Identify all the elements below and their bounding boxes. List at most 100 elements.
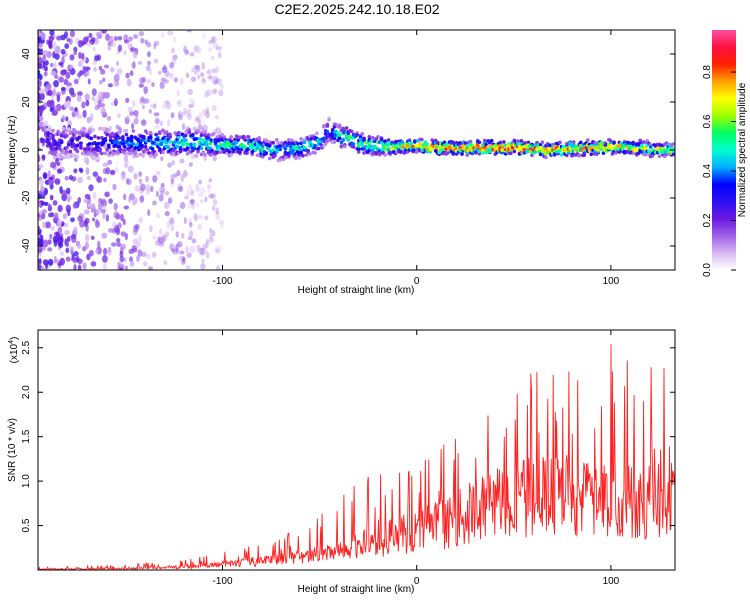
snr-y-label: SNR (10 * v/v) [7,418,18,482]
spectrogram-scatter-mark [169,243,175,251]
spectrogram-scatter-mark [207,186,211,193]
spectrogram-scatter-mark [104,191,110,198]
spectrogram-scatter-mark [124,265,129,270]
spectrogram-scatter-mark [52,200,58,206]
spectrogram-scatter-mark [176,240,183,248]
spectrogram-scatter-mark [133,34,139,39]
spectrogram-scatter-mark [201,78,206,83]
snr-x-ticks: -100 0 100 [212,330,620,587]
spectrogram-scatter-mark [138,235,142,243]
spectrogram-scatter-mark [42,172,48,179]
spectrogram-scatter-mark [66,82,72,87]
spectrogram-scatter-mark [202,122,206,127]
spectrogram-band-mark [465,153,470,157]
spectrogram-band-mark [122,145,127,149]
spectrogram-band-mark [224,145,228,149]
spectrogram-band-mark [206,133,211,137]
spectrogram-scatter-mark [141,151,145,159]
spectrogram-band-mark [325,129,330,134]
spectrogram-band-mark [245,151,249,155]
spectrogram-scatter-mark [52,41,57,50]
spectrogram-band-mark [409,141,414,146]
spectrogram-band-mark [96,156,101,161]
spectrogram-band-mark [212,132,216,136]
spectrogram-scatter-mark [113,36,119,41]
spectrogram-scatter-mark [201,124,208,132]
spectrogram-scatter-mark [59,233,64,238]
spectrogram-scatter-mark [38,231,41,236]
spectrogram-band-mark [538,152,543,157]
spectrogram-scatter-mark [94,104,100,111]
spectrogram-scatter-mark [44,60,49,66]
spectrogram-band-mark [192,142,197,147]
spectrogram-scatter-mark [175,242,182,247]
spectrogram-band-mark [194,153,199,158]
spectrogram-band-mark [474,151,478,155]
spectrogram-band-mark [648,145,653,149]
spectrogram-band-mark [484,150,489,155]
spectrogram-band-mark [178,149,183,154]
spectrogram-scatter-mark [47,203,52,210]
spectrogram-scatter-mark [215,66,219,74]
spectrogram-scatter-mark [73,251,79,257]
spectrogram-scatter-mark [117,36,123,41]
spectrogram-scatter-mark [195,116,201,121]
spectrogram-scatter-mark [146,42,152,48]
spectrogram-scatter-mark [156,213,160,219]
spectrogram-scatter-mark [153,112,160,117]
spectrogram-band-mark [390,147,394,152]
spectrogram-scatter-mark [66,197,71,203]
spectrogram-band-mark [56,143,60,147]
spectrogram-band-mark [538,145,543,150]
figure-title: C2E2.2025.242.10.18.E02 [274,1,439,17]
spectrogram-band-mark [166,145,171,149]
spectrogram-band-mark [110,131,115,136]
spectrogram-y-tick-label: -20 [21,190,32,205]
spectrogram-band-mark [191,133,195,138]
spectrogram-scatter-mark [213,199,218,206]
spectrogram-scatter-mark [43,71,48,77]
spectrogram-band-mark [264,151,269,155]
spectrogram-band-mark [227,150,232,154]
spectrogram-scatter-mark [100,107,107,116]
spectrogram-band-mark [161,150,165,155]
spectrogram-scatter-mark [170,225,175,232]
spectrogram-scatter-mark [123,205,130,210]
spectrogram-scatter-mark [105,167,111,175]
spectrogram-scatter-mark [181,123,186,131]
spectrogram-band-mark [173,140,178,144]
spectrogram-scatter-mark [116,213,121,220]
spectrogram-scatter-mark [215,212,221,220]
spectrogram-band-mark [133,151,137,156]
colorbar-tick-label: 0.6 [702,114,713,128]
spectrogram-scatter-mark [209,76,215,83]
spectrogram-scatter-mark [183,169,188,178]
spectrogram-band-mark [591,140,595,144]
spectrogram-scatter-mark [148,109,152,114]
spectrogram-band-mark [75,149,80,154]
spectrogram-scatter-mark [38,62,42,70]
spectrogram-scatter-mark [38,74,43,81]
spectrogram-band-mark [135,154,139,158]
spectrogram-band-mark [325,139,330,143]
spectrogram-scatter-mark [98,197,103,204]
spectrogram-band-mark [73,129,78,134]
spectrogram-band-mark [131,142,136,146]
spectrogram-scatter-mark [152,200,157,206]
spectrogram-scatter-mark [65,241,70,248]
spectrogram-scatter-mark [97,240,101,249]
spectrogram-band-mark [124,151,129,156]
spectrogram-scatter-mark [65,116,69,122]
spectrogram-scatter-mark [72,176,77,182]
snr-scale-label: (x104) [8,337,20,364]
spectrogram-scatter-mark [215,78,220,84]
spectrogram-band-mark [325,122,330,127]
spectrogram-scatter-mark [198,247,204,256]
spectrogram-scatter-mark [106,249,112,256]
spectrogram-scatter-mark [78,60,83,68]
spectrogram-scatter-mark [38,142,41,148]
spectrogram-y-tick-label: 40 [21,48,32,60]
spectrogram-band-mark [229,152,233,157]
spectrogram-scatter-mark [169,217,175,225]
spectrogram-scatter-mark [170,112,175,119]
